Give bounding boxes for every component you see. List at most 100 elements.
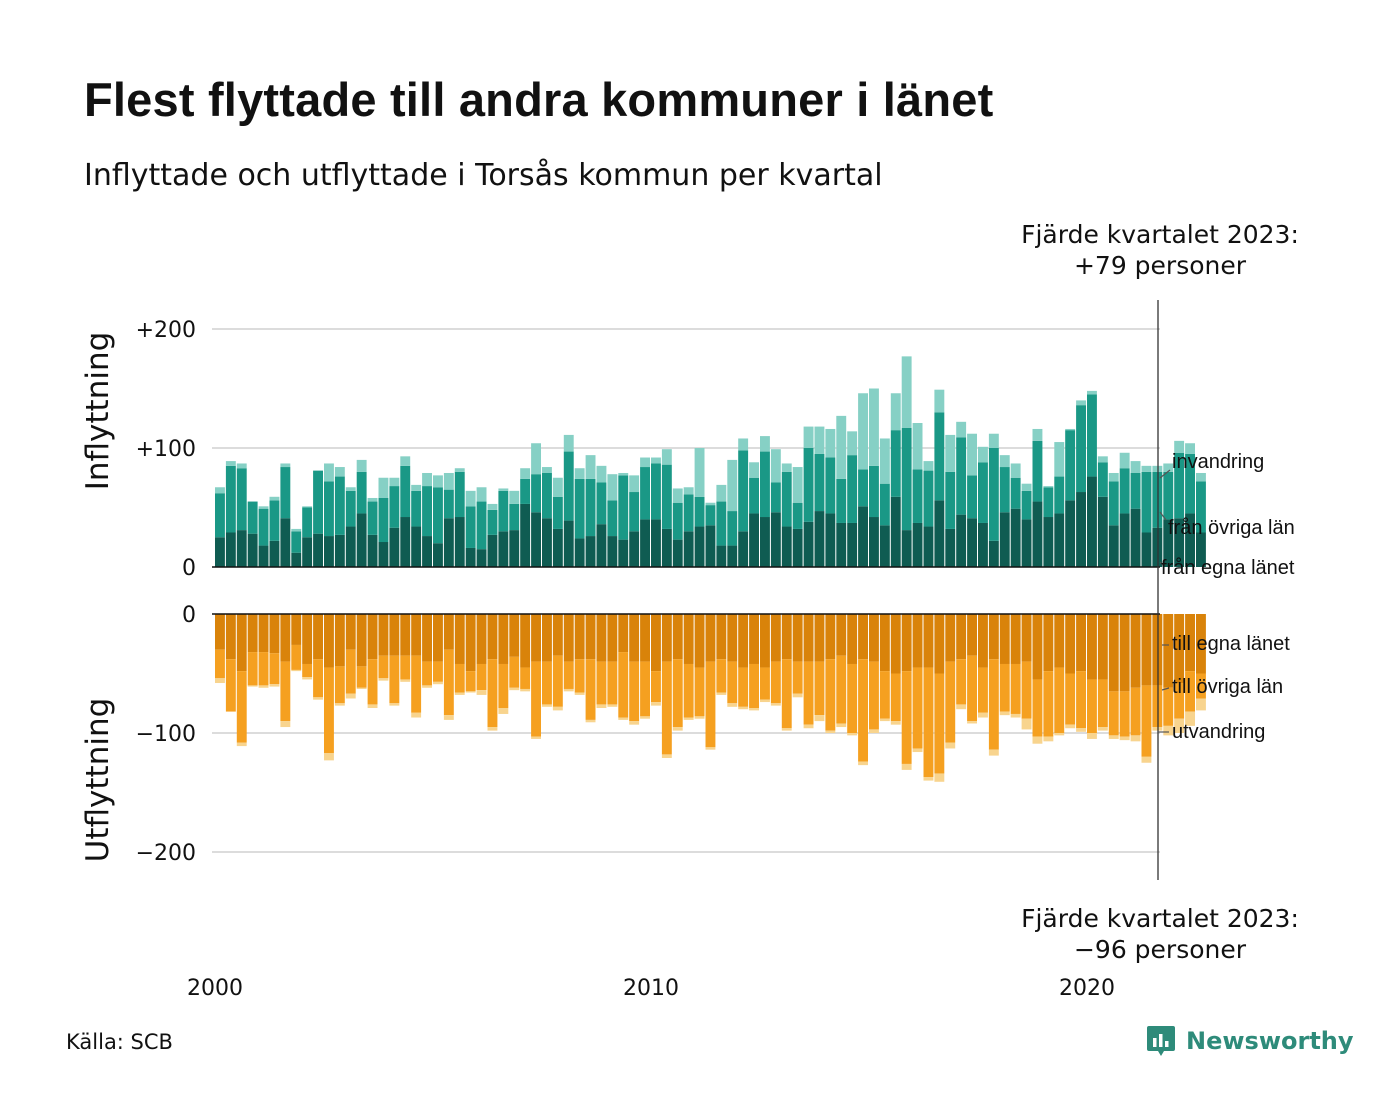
bar-segment: [912, 522, 923, 567]
bar-segment: [988, 749, 999, 756]
bar-segment: [378, 497, 389, 543]
bar-segment: [694, 667, 705, 717]
bar-segment: [389, 703, 400, 706]
bar-segment: [1130, 472, 1141, 509]
bar-segment: [574, 538, 585, 567]
source-label: Källa: SCB: [66, 1030, 173, 1054]
bar-segment: [879, 525, 890, 567]
bar-segment: [890, 496, 901, 567]
bar-segment: [978, 462, 988, 523]
bar-segment: [367, 501, 378, 535]
bar-segment: [465, 671, 476, 692]
chart-subtitle: Inflyttade och utflyttade i Torsås kommu…: [84, 158, 883, 193]
bar-segment: [749, 477, 759, 514]
bar-segment: [1076, 400, 1086, 406]
x-tick-label: 2000: [187, 976, 243, 1001]
bar-segment: [661, 754, 672, 758]
bar-segment: [552, 614, 563, 656]
bar-segment: [542, 704, 552, 707]
bar-segment: [1043, 671, 1054, 737]
bar-segment: [1097, 727, 1108, 731]
bar-segment: [781, 614, 792, 660]
bar-segment: [334, 467, 345, 477]
bar-segment: [956, 614, 967, 660]
legend-label: från övriga län: [1168, 517, 1295, 539]
bar-segment: [1076, 614, 1086, 672]
bar-segment: [291, 614, 302, 645]
bar-segment: [596, 614, 607, 662]
bar-segment: [378, 614, 389, 656]
bar-segment: [1108, 472, 1119, 482]
x-tick-label: 2010: [623, 976, 679, 1001]
bar-segment: [1065, 428, 1076, 431]
bar-segment: [1097, 679, 1108, 728]
bar-segment: [334, 703, 345, 706]
bar-segment: [651, 614, 661, 672]
bar-segment: [280, 661, 291, 722]
bar-segment: [629, 475, 640, 493]
bar-segment: [858, 469, 868, 507]
bar-segment: [520, 503, 531, 567]
bar-segment: [847, 663, 858, 733]
legend-leader-line: [1159, 511, 1167, 521]
bar-segment: [607, 661, 618, 705]
legend-label: till övriga län: [1172, 676, 1283, 698]
bar-segment: [324, 614, 334, 668]
bar-segment: [1010, 713, 1021, 718]
bar-segment: [858, 761, 868, 766]
bar-segment: [596, 465, 607, 483]
bar-segment: [945, 742, 956, 749]
bar-segment: [901, 614, 912, 672]
bar-segment: [1141, 532, 1152, 567]
bar-segment: [269, 500, 280, 541]
bar-segment: [509, 503, 520, 531]
bar-segment: [912, 614, 923, 668]
bar-segment: [1076, 405, 1086, 493]
bar-segment: [640, 614, 650, 662]
bar-segment: [552, 477, 563, 497]
bar-segment: [836, 723, 847, 728]
bar-segment: [803, 448, 814, 522]
bar-segment: [236, 671, 247, 743]
bar-segment: [988, 540, 999, 567]
bar-segment: [1185, 671, 1195, 712]
bar-segment: [945, 528, 956, 567]
bar-segment: [443, 715, 454, 720]
bar-segment: [1076, 492, 1086, 567]
bar-segment: [313, 533, 323, 567]
bar-segment: [422, 661, 432, 686]
outflow-bars: [215, 614, 1206, 782]
bar-segment: [869, 465, 879, 518]
bar-segment: [945, 614, 956, 662]
legend-leader-line: [1159, 469, 1171, 479]
bar-segment: [596, 704, 607, 709]
bar-segment: [934, 500, 945, 567]
bar-segment: [1021, 519, 1032, 567]
bar-segment: [225, 532, 236, 567]
bar-segment: [825, 659, 836, 731]
bar-segment: [1097, 496, 1108, 567]
bar-segment: [596, 661, 607, 705]
bar-segment: [978, 712, 988, 718]
bar-segment: [1119, 452, 1130, 469]
bar-segment: [629, 614, 640, 662]
bar-segment: [999, 711, 1010, 716]
bar-segment: [487, 659, 498, 728]
bar-segment: [749, 708, 759, 711]
bar-segment: [934, 614, 945, 674]
bar-segment: [1087, 476, 1097, 567]
bar-segment: [574, 659, 585, 693]
bar-segment: [367, 704, 378, 709]
bar-segment: [291, 644, 302, 670]
bar-segment: [716, 501, 727, 546]
bar-segment: [1196, 481, 1206, 533]
bar-segment: [1043, 614, 1054, 672]
bar-segment: [814, 614, 825, 662]
y-axis-label-outflow: Utflyttning: [80, 698, 116, 863]
bar-segment: [324, 667, 334, 754]
bar-segment: [563, 614, 574, 662]
bar-segment: [1032, 440, 1043, 502]
bar-segment: [334, 614, 345, 667]
bar-segment: [694, 448, 705, 497]
bar-segment: [465, 547, 476, 567]
